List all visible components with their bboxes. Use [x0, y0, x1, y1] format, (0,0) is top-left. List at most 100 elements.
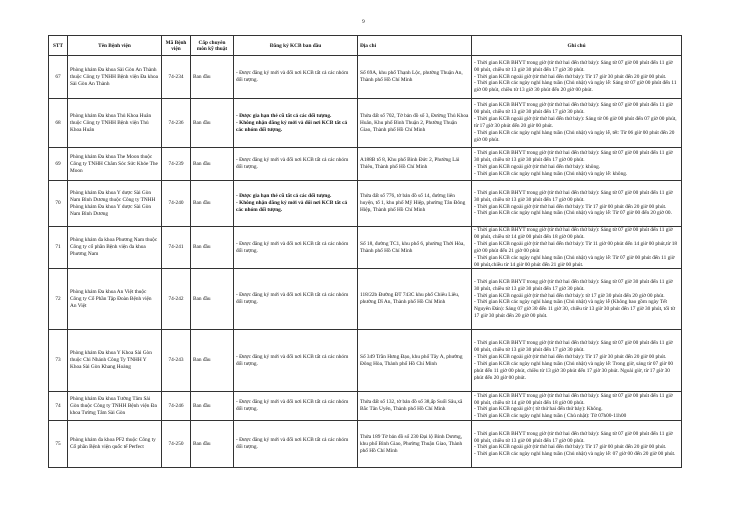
- table-row: 69 Phòng khám Đa khoa The Moon thuộc Công…: [48, 147, 682, 181]
- row-stt: 75: [48, 420, 68, 469]
- registration-line: - Được đăng ký mới và đổi nơi KCB tất cả…: [236, 157, 349, 170]
- note-line: - Thời gian KCB ngoài giờ (từ thứ hai đế…: [474, 354, 667, 361]
- registration-line: - Được đăng ký mới và đổi nơi KCB tất cả…: [236, 399, 349, 413]
- registration-line: - Được đăng ký mới và đổi nơi KCB tất cả…: [236, 70, 349, 83]
- technical-level: Ban đầu: [190, 147, 234, 181]
- note-line: - Thời gian KCB các ngày nghỉ hàng tuần …: [474, 360, 674, 381]
- technical-level: Ban đầu: [190, 180, 234, 227]
- notes: - Thời gian KCB BHYT trong giờ (từ thứ h…: [471, 147, 682, 181]
- header-notes: Ghi chú: [471, 35, 682, 56]
- note-line: - Thời gian KCB BHYT trong giờ (từ thứ h…: [474, 430, 673, 444]
- note-line: - Thời gian KCB BHYT trong giờ (từ thứ h…: [474, 150, 673, 164]
- hospital-table: STT Tên Bệnh viện Mã Bệnh viện Cấp chuyê…: [48, 35, 682, 469]
- hospital-name: Phòng khám Đa khoa An Việt thuộc Công ty…: [67, 268, 162, 331]
- technical-level: Ban đầu: [190, 268, 234, 331]
- hospital-name: Phòng khám Đa khoa Sài Gòn An Thành thuộ…: [67, 55, 162, 99]
- note-line: - Thời gian KCB BHYT trong giờ (từ thứ h…: [474, 59, 673, 73]
- notes: - Thời gian KCB BHYT trong giờ (từ thứ h…: [471, 391, 682, 422]
- table-row: 70 Phòng khám Đa khoa Y dược Sài Gòn Nam …: [48, 180, 682, 227]
- table-row: 68 Phòng khám Đa khoa Thủ Khoa Huân thuộc…: [48, 98, 682, 148]
- registration-line: - Được đăng ký mới và đổi nơi KCB tất cả…: [236, 292, 349, 306]
- table-row: 67 Phòng khám Đa khoa Sài Gòn An Thành th…: [48, 55, 682, 99]
- notes: - Thời gian KCB BHYT trong giờ (từ thứ h…: [471, 268, 682, 331]
- registration-line: - Không nhận đăng ký mới và đổi nơi KCB …: [236, 200, 348, 213]
- address: Số 18, đường TC1, khu phố 6, phường Thới…: [357, 225, 472, 270]
- technical-level: Ban đầu: [190, 225, 234, 270]
- hospital-name: Phòng khám Đa khoa Y dược Sài Gòn Nam Bì…: [67, 180, 162, 227]
- registration-status: - Được đăng ký mới và đổi nơi KCB tất cả…: [233, 55, 358, 99]
- row-stt: 74: [48, 391, 68, 422]
- technical-level: Ban đầu: [190, 391, 234, 422]
- registration-line: - Không nhận đăng ký mới và đổi nơi KCB …: [236, 119, 348, 133]
- notes: - Thời gian KCB BHYT trong giờ (từ thứ h…: [471, 180, 682, 227]
- registration-line: - Được gia hạn thẻ cũ tất cả các đối tượ…: [236, 112, 332, 119]
- note-line: - Thời gian KCB ngoài giờ ( từ thứ hai đ…: [474, 406, 603, 413]
- registration-status: - Được đăng ký mới và đổi nơi KCB tất cả…: [233, 420, 358, 469]
- note-line: - Thời gian KCB BHYT trong giờ (từ thứ h…: [474, 278, 673, 292]
- table-header-row: STT Tên Bệnh viện Mã Bệnh viện Cấp chuyê…: [48, 35, 682, 56]
- note-line: - Thời gian KCB ngoài giờ (từ thứ hai đế…: [474, 444, 667, 451]
- address: Số 349 Trần Hưng Đạo, khu phố Tây A, phư…: [357, 329, 472, 393]
- hospital-code: 74-236: [161, 98, 191, 148]
- address: 118/22b Đường ĐT 743C khu phố Chiêu Liêu…: [357, 268, 472, 331]
- table-row: 72 Phòng khám Đa khoa An Việt thuộc Công …: [48, 268, 682, 331]
- notes: - Thời gian KCB BHYT trong giờ (từ thứ h…: [471, 55, 682, 99]
- row-stt: 70: [48, 180, 68, 227]
- note-line: - Thời gian KCB ngoài giờ (từ thứ hai đế…: [474, 203, 667, 210]
- note-line: - Thời gian KCB BHYT trong giờ (từ thứ h…: [474, 340, 673, 354]
- notes: - Thời gian KCB BHYT trong giờ (từ thứ h…: [471, 420, 682, 469]
- table-row: 75 Phòng khám đa khoa PF2 thuộc Công ty C…: [48, 420, 682, 469]
- hospital-name: Phòng khám đa khoa Phương Nam thuộc Công…: [67, 225, 162, 270]
- registration-line: - Được đăng ký mới và đổi nơi KCB tất cả…: [236, 437, 349, 451]
- note-line: - Thời gian KCB BHYT trong giờ (từ thứ h…: [474, 189, 673, 203]
- note-line: - Thời gian KCB các ngày nghỉ hàng tuần …: [474, 80, 677, 94]
- note-line: - Thời gian KCB ngoài giờ (từ thứ hai đế…: [474, 292, 665, 299]
- row-stt: 73: [48, 329, 68, 393]
- note-line: - Thời gian KCB ngoài giờ (từ thứ hai đế…: [474, 73, 667, 80]
- registration-status: - Được đăng ký mới và đổi nơi KCB tất cả…: [233, 391, 358, 422]
- registration-status: - Được đăng ký mới và đổi nơi KCB tất cả…: [233, 147, 358, 181]
- registration-status: - Được đăng ký mới và đổi nơi KCB tất cả…: [233, 329, 358, 393]
- note-line: - Thời gian KCB các ngày nghỉ hàng tuần …: [474, 170, 628, 177]
- registration-status: - Được gia hạn thẻ cũ tất cả các đối tượ…: [233, 98, 358, 148]
- technical-level: Ban đầu: [190, 98, 234, 148]
- table-row: 71 Phòng khám đa khoa Phương Nam thuộc Cô…: [48, 225, 682, 270]
- note-line: - Thời gian KCB các ngày nghỉ hàng tuần …: [474, 210, 672, 217]
- address: Thửa đất số 132, tờ bản đồ số 38,ấp Suối…: [357, 391, 472, 422]
- row-stt: 67: [48, 55, 68, 99]
- hospital-name: Phòng khám Đa khoa Y Khoa Sài Gòn thuộc …: [67, 329, 162, 393]
- hospital-code: 74-234: [161, 55, 191, 99]
- registration-line: - Được đăng ký mới và đổi nơi KCB tất cả…: [236, 240, 349, 254]
- hospital-code: 74-242: [161, 268, 191, 331]
- hospital-name: Phòng khám Đa khoa The Moon thuộc Công t…: [67, 147, 162, 181]
- note-line: - Thời gian KCB BHYT trong giờ (từ thứ h…: [474, 102, 673, 116]
- registration-status: - Được đăng ký mới và đổi nơi KCB tất cả…: [233, 268, 358, 331]
- header-address: Địa chỉ: [357, 35, 472, 56]
- header-code: Mã Bệnh viện: [161, 35, 191, 56]
- address: Thửa đất số 776, tờ bản đồ số 14, đường …: [357, 180, 472, 227]
- note-line: - Thời gian KCB các ngày nghỉ hàng tuần …: [474, 451, 676, 458]
- hospital-name: Phòng khám đa khoa PF2 thuộc Công ty Cổ …: [67, 420, 162, 469]
- row-stt: 68: [48, 98, 68, 148]
- address: Số 69A, khu phố Thạnh Lộc, phường Thuận …: [357, 55, 472, 99]
- row-stt: 71: [48, 225, 68, 270]
- note-line: - Thời gian KCB các ngày nghỉ hàng tuần …: [474, 299, 675, 320]
- hospital-code: 74-243: [161, 329, 191, 393]
- note-line: - Thời gian KCB BHYT trong giờ (từ thứ h…: [474, 392, 673, 406]
- table-row: 74 Phòng khám Đa khoa Tường Tâm Sài Gòn t…: [48, 391, 682, 422]
- notes: - Thời gian KCB BHYT trong giờ (từ thứ h…: [471, 225, 682, 270]
- table-row: 73 Phòng khám Đa khoa Y Khoa Sài Gòn thuộ…: [48, 329, 682, 393]
- technical-level: Ban đầu: [190, 420, 234, 469]
- note-line: - Thời gian KCB ngoài giờ (từ thứ hai đế…: [474, 116, 677, 129]
- technical-level: Ban đầu: [190, 55, 234, 99]
- hospital-code: 74-240: [161, 180, 191, 227]
- technical-level: Ban đầu: [190, 329, 234, 393]
- address: Thửa đất số 702, Tờ bản đồ số 3, Đường T…: [357, 98, 472, 148]
- registration-status: - Được đăng ký mới và đổi nơi KCB tất cả…: [233, 225, 358, 270]
- row-stt: 69: [48, 147, 68, 181]
- note-line: - Thời gian KCB ngoài giờ (từ thứ hai đế…: [474, 240, 678, 254]
- hospital-code: 74-250: [161, 420, 191, 469]
- note-line: - Thời gian KCB ngoài giờ (từ thứ hai đế…: [474, 164, 601, 170]
- header-registration: Đăng ký KCB ban đầu: [233, 35, 358, 56]
- registration-status: - Được gia hạn thẻ cũ tất cả các đối tượ…: [233, 180, 358, 227]
